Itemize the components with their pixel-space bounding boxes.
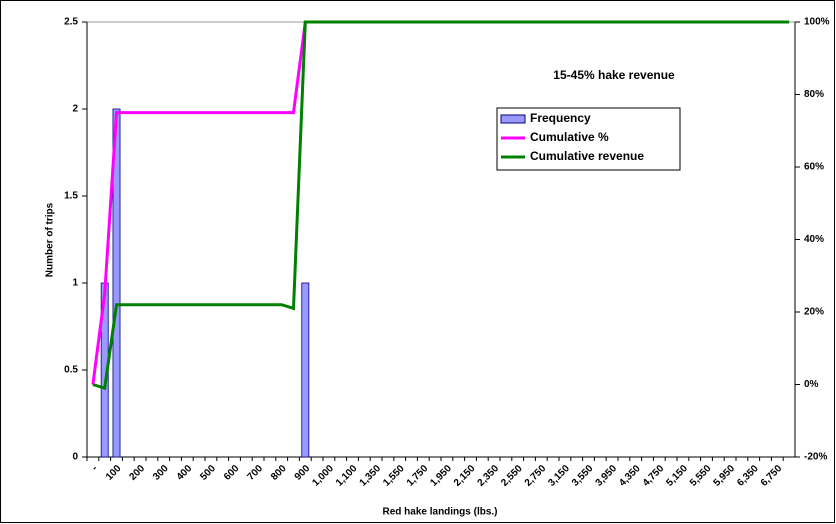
annotation: 15-45% hake revenue [553, 68, 675, 82]
legend-label: Cumulative % [530, 130, 609, 144]
y2-tick-label: 0% [804, 379, 819, 390]
y-tick-label: 0.5 [64, 365, 78, 376]
y2-tick-label: 60% [804, 162, 824, 173]
legend-label: Cumulative revenue [530, 149, 644, 163]
y-tick-label: 1.5 [64, 191, 78, 202]
y2-tick-label: 80% [804, 89, 824, 100]
bar [301, 282, 310, 458]
y-tick-label: 1 [72, 278, 78, 289]
bar [112, 108, 121, 458]
y2-tick-label: 40% [804, 234, 824, 245]
series-line [92, 20, 790, 391]
y2-tick-label: 20% [804, 307, 824, 318]
y-axis-title: Number of trips [45, 202, 56, 277]
legend-swatch [500, 114, 526, 124]
legend-label: Frequency [530, 111, 591, 125]
y2-tick-label: 100% [804, 17, 830, 28]
x-axis-title: Red hake landings (lbs.) [382, 507, 497, 518]
x-tick-label: - [90, 463, 100, 473]
y-tick-label: 0 [72, 452, 78, 463]
y2-tick-label: -20% [804, 452, 827, 463]
legend-box [496, 107, 681, 171]
y-tick-label: 2 [72, 104, 78, 115]
y-tick-label: 2.5 [64, 17, 78, 28]
